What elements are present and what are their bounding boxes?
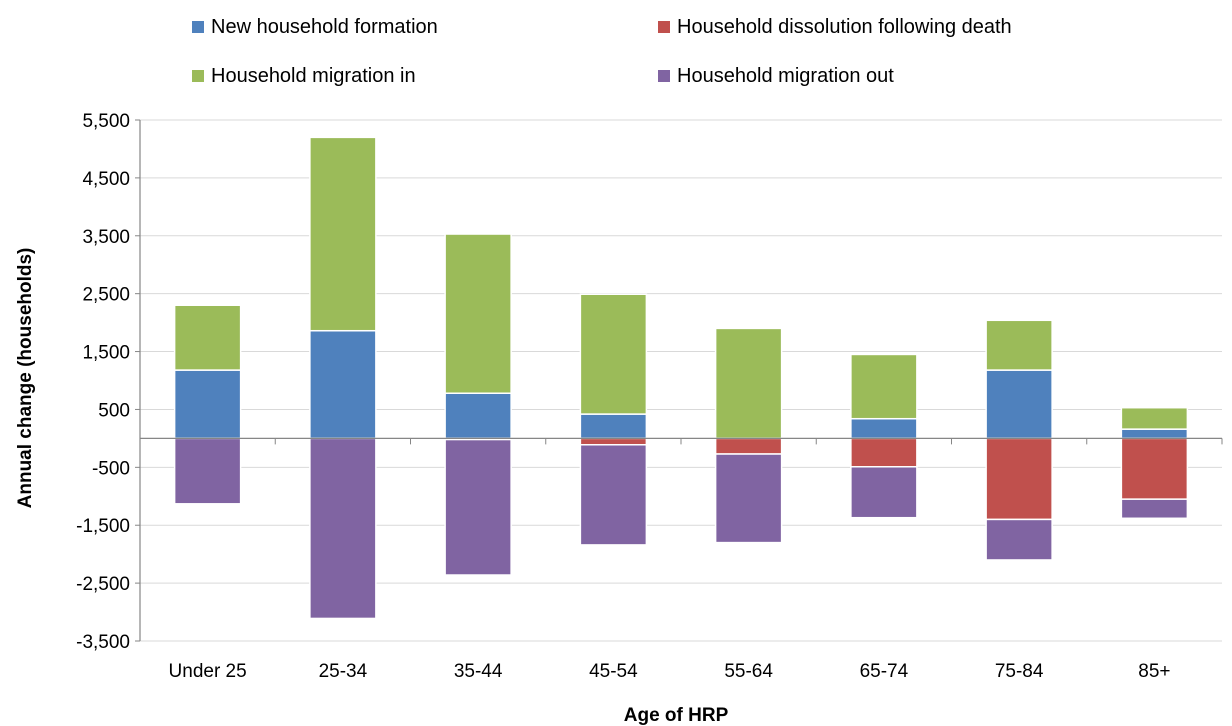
y-tick-label: 500 xyxy=(98,400,130,421)
y-tick-label: 4,500 xyxy=(82,169,130,190)
bar-household-migration-out-45-54 xyxy=(579,444,648,546)
bar-household-migration-in-65-74 xyxy=(850,353,918,420)
bar-household-dissolution-following-death-45-54 xyxy=(579,437,648,446)
x-tick-label: 55-64 xyxy=(724,661,773,682)
bar-household-migration-out-85 xyxy=(1120,498,1189,520)
bar-new-household-formation-85 xyxy=(1120,428,1189,440)
bar-household-migration-in-35-44 xyxy=(444,233,512,394)
bar-household-migration-in-55-64 xyxy=(714,327,783,440)
y-tick-label: 2,500 xyxy=(82,285,130,306)
bar-household-migration-out-75-84 xyxy=(985,518,1053,561)
bar-household-migration-in-under-25 xyxy=(173,304,242,371)
bar-household-migration-in-25-34 xyxy=(309,136,377,332)
x-tick-label: Under 25 xyxy=(169,661,247,682)
x-tick-label: 85+ xyxy=(1138,661,1170,682)
bar-household-migration-in-85 xyxy=(1120,406,1189,430)
y-tick-label: -1,500 xyxy=(76,516,130,537)
x-axis-title: Age of HRP xyxy=(624,705,729,726)
x-tick-labels: Under 25 25-34 35-44 45-54 55-64 65-74 75-84 85… xyxy=(169,661,1171,682)
bar-household-dissolution-following-death-65-74 xyxy=(850,437,918,468)
legend-swatch xyxy=(658,21,670,33)
bar-new-household-formation-35-44 xyxy=(444,392,512,440)
legend-label: New household formation xyxy=(211,16,438,38)
x-tick-label: 65-74 xyxy=(860,661,909,682)
legend-item-household-migration-out: Household migration out xyxy=(658,65,894,87)
bar-household-dissolution-following-death-55-64 xyxy=(714,437,783,455)
legend-label: Household migration in xyxy=(211,65,416,87)
bar-new-household-formation-75-84 xyxy=(985,369,1053,440)
legend-label: Household migration out xyxy=(677,65,894,87)
bar-new-household-formation-under-25 xyxy=(173,369,242,440)
legend-label: Household dissolution following death xyxy=(677,16,1012,38)
legend-item-household-migration-in: Household migration in xyxy=(192,65,416,87)
legend-swatch xyxy=(192,21,204,33)
bars xyxy=(173,136,1189,620)
bar-household-dissolution-following-death-85 xyxy=(1120,437,1189,500)
axes xyxy=(135,119,1223,642)
legend-item-household-dissolution-following-death: Household dissolution following death xyxy=(658,16,1012,38)
y-tick-label: -500 xyxy=(92,458,130,479)
bar-new-household-formation-45-54 xyxy=(579,413,648,440)
x-tick-label: 35-44 xyxy=(454,661,503,682)
legend: New household formation Household dissolu… xyxy=(192,16,1012,87)
x-tick-label: 45-54 xyxy=(589,661,638,682)
x-tick-label: 75-84 xyxy=(995,661,1044,682)
y-tick-label: 1,500 xyxy=(82,343,130,364)
y-tick-label: -3,500 xyxy=(76,632,130,653)
bar-household-migration-out-25-34 xyxy=(309,437,377,620)
bar-household-migration-out-35-44 xyxy=(444,438,512,576)
bar-household-migration-out-55-64 xyxy=(714,453,783,544)
legend-swatch xyxy=(658,70,670,82)
bar-new-household-formation-65-74 xyxy=(850,417,918,440)
y-tick-label: 3,500 xyxy=(82,227,130,248)
bar-household-migration-in-75-84 xyxy=(985,319,1053,371)
y-tick-labels: 5,500 4,500 3,500 2,500 1,500 500 -500 -1,500 -2… xyxy=(76,111,130,653)
y-axis-title: Annual change (households) xyxy=(15,248,36,509)
x-tick-label: 25-34 xyxy=(319,661,368,682)
y-tick-label: -2,500 xyxy=(76,574,130,595)
y-tick-label: 5,500 xyxy=(82,111,130,132)
bar-household-migration-out-under-25 xyxy=(173,437,242,505)
bar-household-migration-out-65-74 xyxy=(850,466,918,519)
bar-new-household-formation-25-34 xyxy=(309,329,377,440)
bar-household-migration-in-45-54 xyxy=(579,293,648,415)
legend-item-new-household-formation: New household formation xyxy=(192,16,438,38)
legend-swatch xyxy=(192,70,204,82)
gridlines xyxy=(140,119,1222,642)
bar-household-dissolution-following-death-75-84 xyxy=(985,437,1053,521)
